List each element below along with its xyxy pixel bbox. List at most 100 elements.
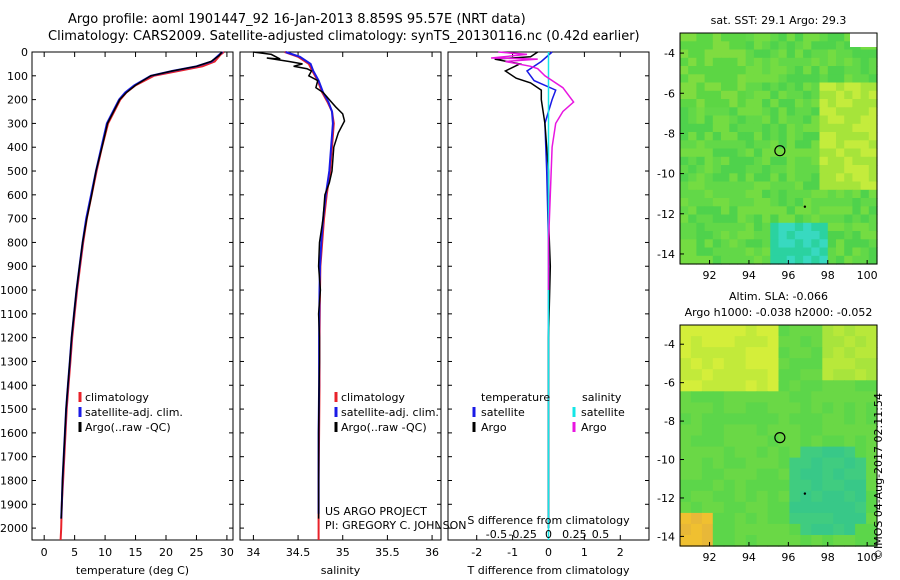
heatmap-cell	[844, 57, 853, 67]
heatmap-cell	[827, 74, 837, 84]
s-difference-xlabel: S difference from climatology	[467, 514, 630, 527]
heatmap-cell	[778, 468, 790, 481]
heatmap-cell	[844, 115, 853, 125]
depth-tick-label: 1200	[0, 332, 28, 345]
heatmap-cell	[800, 413, 812, 426]
heatmap-cell	[778, 74, 788, 84]
heatmap-cell	[745, 173, 755, 183]
heatmap-cell	[786, 165, 796, 174]
heatmap-cell	[855, 446, 867, 459]
heatmap-cell	[794, 189, 804, 199]
title-line-2: Climatology: CARS2009. Satellite-adjuste…	[48, 29, 640, 44]
heatmap-cell	[778, 33, 788, 42]
heatmap-cell	[690, 369, 703, 381]
heatmap-cell	[811, 435, 823, 448]
heatmap-cell	[844, 214, 853, 224]
heatmap-cell	[822, 391, 834, 403]
heatmap-cell	[811, 535, 823, 547]
heatmap-cell	[753, 82, 763, 92]
heatmap-cell	[753, 107, 763, 117]
heatmap-cell	[753, 247, 763, 257]
heatmap-cell	[721, 49, 730, 59]
heatmap-cell	[803, 239, 812, 249]
heatmap-cell	[836, 173, 845, 183]
heatmap-cell	[770, 66, 780, 75]
heatmap-cell	[855, 479, 867, 492]
heatmap-cell	[704, 123, 714, 133]
heatmap-cell	[822, 523, 834, 536]
heatmap-cell	[704, 99, 714, 108]
heatmap-cell	[852, 99, 862, 108]
heatmap-cell	[729, 189, 739, 199]
heatmap-cell	[723, 457, 736, 470]
heatmap-cell	[745, 57, 755, 67]
heatmap-cell	[737, 107, 747, 117]
heatmap-cell	[800, 435, 812, 448]
heatmap-cell	[852, 82, 862, 92]
heatmap-cell	[729, 148, 739, 158]
heatmap-cell	[794, 165, 804, 174]
heatmap-cell	[844, 490, 856, 503]
heatmap-cell	[770, 123, 780, 133]
heatmap-cell	[836, 132, 845, 141]
heatmap-cell	[688, 107, 697, 117]
heatmap-cell	[811, 325, 823, 337]
heatmap-cell	[737, 33, 747, 42]
heatmap-cell	[866, 402, 878, 415]
heatmap-cell	[696, 123, 706, 133]
heatmap-cell	[723, 325, 736, 337]
heatmap-cell	[852, 156, 862, 166]
heatmap-cell	[767, 358, 780, 370]
heatmap-cell	[852, 189, 862, 199]
heatmap-cell	[836, 198, 845, 207]
heatmap-cell	[852, 214, 862, 224]
heatmap-cell	[680, 198, 689, 207]
heatmap-cell	[844, 181, 853, 191]
heatmap-cell	[778, 435, 790, 448]
heatmap-cell	[770, 49, 780, 59]
heatmap-cell	[860, 123, 870, 133]
heatmap-cell	[704, 181, 714, 191]
salinity-axes-frame	[239, 51, 442, 541]
heatmap-cell	[696, 156, 706, 166]
heatmap-cell	[860, 57, 870, 67]
heatmap-cell	[688, 82, 697, 92]
heatmap-cell	[866, 435, 878, 448]
pi-annotation: US ARGO PROJECT	[325, 505, 427, 518]
heatmap-cell	[704, 41, 714, 51]
heatmap-cell	[762, 57, 771, 67]
heatmap-cell	[756, 358, 769, 370]
heatmap-cell	[855, 402, 867, 415]
heatmap-cell	[696, 66, 706, 75]
heatmap-cell	[734, 490, 747, 503]
difference-xtick-label: -2	[471, 546, 482, 559]
heatmap-cell	[778, 49, 788, 59]
heatmap-cell	[836, 140, 845, 150]
heatmap-cell	[800, 391, 812, 403]
heatmap-cell	[762, 181, 771, 191]
heatmap-cell	[680, 535, 692, 547]
heatmap-cell	[737, 57, 747, 67]
heatmap-cell	[712, 402, 725, 415]
heatmap-cell	[811, 446, 823, 459]
heatmap-cell	[811, 457, 823, 470]
heatmap-cell	[794, 41, 804, 51]
heatmap-cell	[712, 380, 725, 392]
heatmap-cell	[786, 255, 796, 265]
heatmap-cell	[836, 239, 845, 249]
heatmap-cell	[688, 74, 697, 84]
heatmap-cell	[794, 123, 804, 133]
heatmap-cell	[827, 206, 837, 216]
heatmap-cell	[734, 479, 747, 492]
heatmap-cell	[811, 231, 821, 240]
heatmap-cell	[745, 479, 758, 492]
heatmap-cell	[868, 99, 878, 108]
heatmap-cell	[770, 57, 780, 67]
sla_map-ytick-label: -6	[664, 377, 675, 390]
sla_map-xtick-label: 98	[821, 551, 835, 564]
imos-timestamp: ©IMOS 04-Aug-2017 02:11:54	[872, 393, 885, 560]
s-difference-tick-label: 0.5	[592, 528, 610, 541]
heatmap-cell	[836, 222, 845, 232]
heatmap-cell	[827, 156, 837, 166]
heatmap-cell	[803, 82, 812, 92]
